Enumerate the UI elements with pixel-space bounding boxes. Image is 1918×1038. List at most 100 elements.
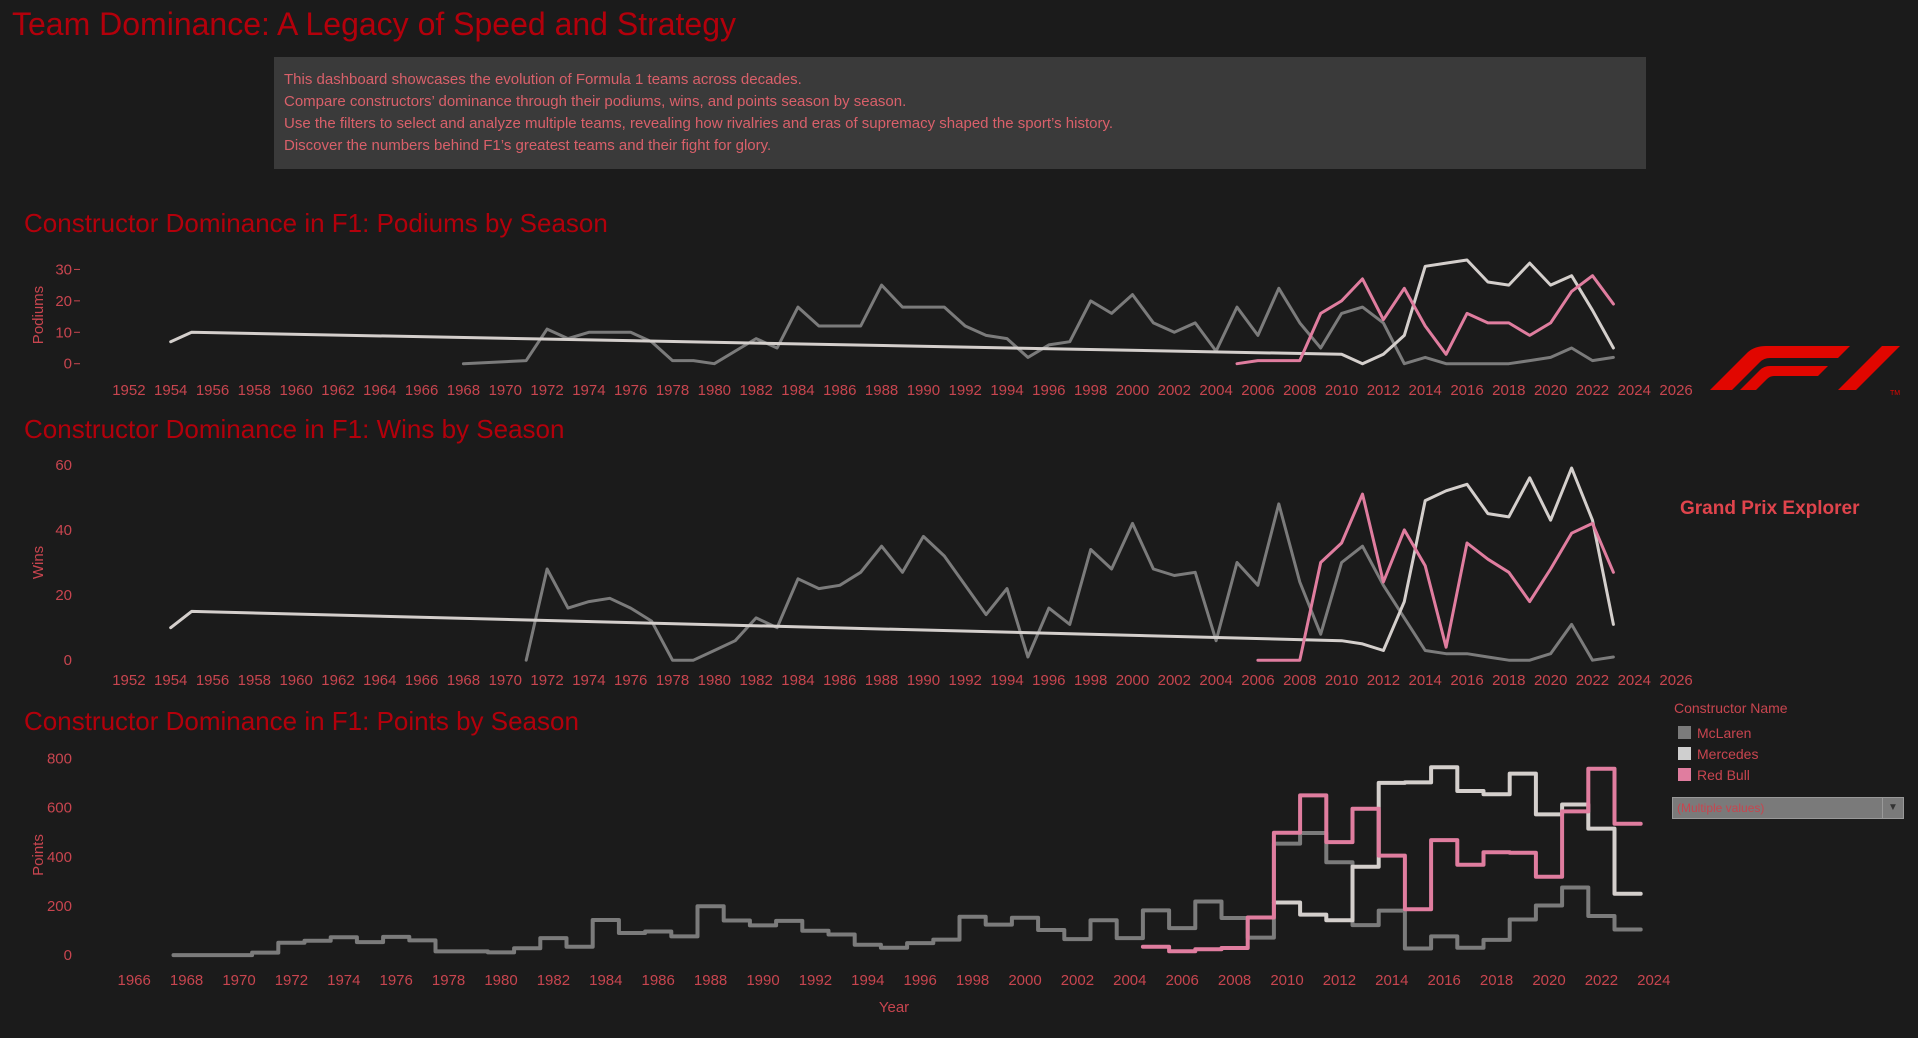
x-tick-label: 1998 bbox=[956, 972, 989, 989]
x-tick-label: 1966 bbox=[118, 972, 151, 989]
x-tick-label: 2018 bbox=[1492, 672, 1525, 689]
x-tick-label: 1984 bbox=[781, 672, 814, 689]
legend-title: Constructor Name bbox=[1674, 700, 1788, 716]
x-tick-label: 2002 bbox=[1158, 672, 1191, 689]
x-tick-label: 2012 bbox=[1367, 382, 1400, 399]
x-tick-label: 1968 bbox=[447, 672, 480, 689]
x-tick-label: 2004 bbox=[1113, 972, 1146, 989]
y-tick-label: 60 bbox=[55, 457, 72, 474]
series-line-mclaren bbox=[524, 502, 1615, 662]
x-tick-label: 1960 bbox=[279, 672, 312, 689]
x-tick-label: 1966 bbox=[405, 382, 438, 399]
x-tick-label: 1954 bbox=[154, 382, 187, 399]
x-tick-label: 2000 bbox=[1008, 972, 1041, 989]
constructor-filter-dropdown[interactable]: (Multiple values) ▼ bbox=[1672, 797, 1904, 819]
intro-line: Use the filters to select and analyze mu… bbox=[284, 115, 1114, 132]
intro-line: This dashboard showcases the evolution o… bbox=[284, 71, 802, 88]
x-tick-label: 1984 bbox=[589, 972, 622, 989]
x-tick-label: 1990 bbox=[746, 972, 779, 989]
x-tick-label: 1976 bbox=[614, 382, 647, 399]
x-tick-label: 1990 bbox=[907, 382, 940, 399]
x-tick-label: 1956 bbox=[196, 382, 229, 399]
y-tick-label: 40 bbox=[55, 522, 72, 539]
chart-podiums: Constructor Dominance in F1: Podiums by … bbox=[24, 208, 1693, 399]
x-tick-label: 1972 bbox=[275, 972, 308, 989]
x-tick-label: 2010 bbox=[1325, 672, 1358, 689]
intro-line: Compare constructors’ dominance through … bbox=[284, 93, 907, 110]
x-tick-label: 1982 bbox=[537, 972, 570, 989]
x-tick-label: 1996 bbox=[1032, 672, 1065, 689]
x-tick-label: 2022 bbox=[1576, 382, 1609, 399]
legend-swatch bbox=[1678, 747, 1691, 760]
legend-item-mercedes[interactable]: Mercedes bbox=[1678, 743, 1788, 764]
x-tick-label: 2006 bbox=[1241, 382, 1274, 399]
x-tick-label: 1970 bbox=[489, 672, 522, 689]
x-tick-label: 2014 bbox=[1409, 672, 1442, 689]
x-tick-label: 2024 bbox=[1618, 672, 1651, 689]
x-tick-label: 2016 bbox=[1450, 672, 1483, 689]
svg-text:TM: TM bbox=[1890, 390, 1900, 397]
x-tick-label: 1970 bbox=[222, 972, 255, 989]
x-tick-label: 1974 bbox=[327, 972, 360, 989]
x-tick-label: 1954 bbox=[154, 672, 187, 689]
intro-line: Discover the numbers behind F1’s greates… bbox=[284, 137, 772, 154]
f1-logo: TM bbox=[1710, 346, 1900, 397]
x-tick-label: 2024 bbox=[1618, 382, 1651, 399]
legend-item-red-bull[interactable]: Red Bull bbox=[1678, 764, 1788, 785]
x-tick-label: 1968 bbox=[170, 972, 203, 989]
x-tick-label: 1998 bbox=[1074, 382, 1107, 399]
filter-value: (Multiple values) bbox=[1677, 801, 1765, 815]
x-tick-label: 1974 bbox=[572, 382, 605, 399]
legend-item-mclaren[interactable]: McLaren bbox=[1678, 722, 1788, 743]
x-tick-label: 1976 bbox=[614, 672, 647, 689]
chart-wins: Constructor Dominance in F1: Wins by Sea… bbox=[24, 414, 1693, 689]
y-axis-label: Wins bbox=[30, 546, 47, 579]
x-tick-label: 1988 bbox=[865, 672, 898, 689]
x-tick-label: 2018 bbox=[1480, 972, 1513, 989]
x-tick-label: 1952 bbox=[112, 382, 145, 399]
x-tick-label: 2018 bbox=[1492, 382, 1525, 399]
x-tick-label: 2022 bbox=[1576, 672, 1609, 689]
chevron-down-icon[interactable]: ▼ bbox=[1882, 798, 1903, 818]
x-tick-label: 1982 bbox=[739, 382, 772, 399]
x-tick-label: 2016 bbox=[1450, 382, 1483, 399]
x-tick-label: 1994 bbox=[990, 382, 1023, 399]
x-tick-label: 1994 bbox=[851, 972, 884, 989]
x-tick-label: 1972 bbox=[530, 382, 563, 399]
x-tick-label: 2014 bbox=[1375, 972, 1408, 989]
legend-label: Red Bull bbox=[1697, 766, 1750, 783]
x-tick-label: 1962 bbox=[321, 382, 354, 399]
series-line-mercedes bbox=[169, 466, 1615, 652]
grand-prix-explorer-label: Grand Prix Explorer bbox=[1680, 498, 1860, 519]
x-tick-label: 2000 bbox=[1116, 382, 1149, 399]
y-tick-label: 30 bbox=[55, 261, 72, 278]
x-tick-label: 1992 bbox=[949, 672, 982, 689]
chart-title: Constructor Dominance in F1: Wins by Sea… bbox=[24, 414, 564, 444]
x-tick-label: 1978 bbox=[432, 972, 465, 989]
y-tick-label: 10 bbox=[55, 324, 72, 341]
x-tick-label: 2006 bbox=[1241, 672, 1274, 689]
series-line-red-bull bbox=[1256, 492, 1615, 662]
x-tick-label: 1976 bbox=[380, 972, 413, 989]
x-tick-label: 2020 bbox=[1534, 382, 1567, 399]
x-tick-label: 1972 bbox=[530, 672, 563, 689]
x-tick-label: 2004 bbox=[1199, 382, 1232, 399]
x-tick-label: 2010 bbox=[1325, 382, 1358, 399]
x-tick-label: 2002 bbox=[1158, 382, 1191, 399]
x-tick-label: 1978 bbox=[656, 382, 689, 399]
x-tick-label: 1986 bbox=[823, 672, 856, 689]
x-tick-label: 1990 bbox=[907, 672, 940, 689]
legend: Constructor Name McLaren Mercedes Red Bu… bbox=[1674, 700, 1788, 785]
x-tick-label: 1980 bbox=[698, 382, 731, 399]
x-tick-label: 2016 bbox=[1428, 972, 1461, 989]
x-tick-label: 1986 bbox=[642, 972, 675, 989]
series-line-mercedes bbox=[1271, 765, 1643, 923]
x-tick-label: 1982 bbox=[739, 672, 772, 689]
x-tick-label: 1960 bbox=[279, 382, 312, 399]
x-tick-label: 1956 bbox=[196, 672, 229, 689]
x-tick-label: 2020 bbox=[1532, 972, 1565, 989]
series-line-red-bull bbox=[1140, 766, 1643, 954]
x-tick-label: 1998 bbox=[1074, 672, 1107, 689]
x-tick-label: 2020 bbox=[1534, 672, 1567, 689]
